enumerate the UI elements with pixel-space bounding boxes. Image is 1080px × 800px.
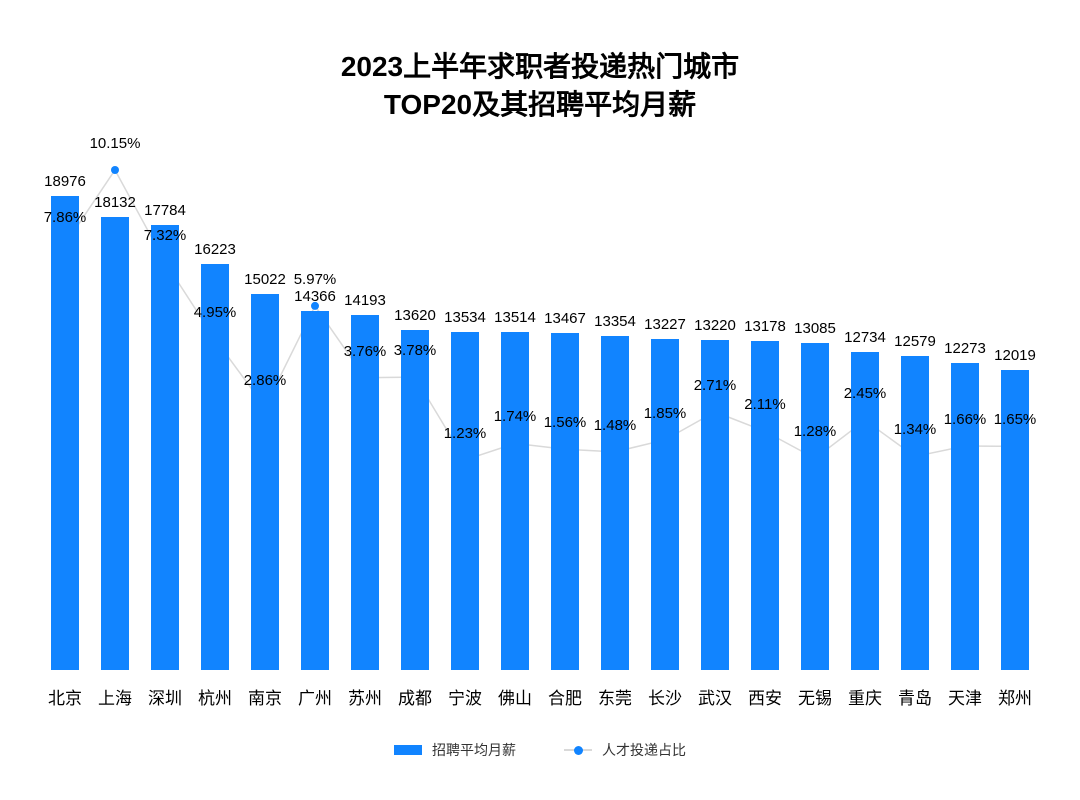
bar-value-label: 18132 xyxy=(87,194,143,211)
bar-column: 14366广州5.97% xyxy=(301,170,329,670)
chart-title: 2023上半年求职者投递热门城市 TOP20及其招聘平均月薪 xyxy=(0,0,1080,124)
bar-value-label: 17784 xyxy=(137,202,193,219)
bar-column: 13354东莞1.48% xyxy=(601,170,629,670)
bar-value-label: 13178 xyxy=(737,318,793,335)
bar-column: 16223杭州4.95% xyxy=(201,170,229,670)
bar-value-label: 13534 xyxy=(437,309,493,326)
x-axis-label: 郑州 xyxy=(984,684,1046,709)
bar-column: 12019郑州1.65% xyxy=(1001,170,1029,670)
line-value-label: 1.65% xyxy=(981,411,1048,428)
line-value-label: 7.86% xyxy=(31,209,98,226)
legend-line-label: 人才投递占比 xyxy=(602,740,686,760)
bar-column: 13085无锡1.28% xyxy=(801,170,829,670)
bar-value-label: 13354 xyxy=(587,313,643,330)
bar xyxy=(801,343,829,670)
bar-value-label: 13085 xyxy=(787,320,843,337)
bar xyxy=(301,311,329,670)
bar-column: 12734重庆2.45% xyxy=(851,170,879,670)
bar-column: 17784深圳7.32% xyxy=(151,170,179,670)
bar-value-label: 12734 xyxy=(837,329,893,346)
bar-column: 13514佛山1.74% xyxy=(501,170,529,670)
bar-column: 12579青岛1.34% xyxy=(901,170,929,670)
bar-column: 12273天津1.66% xyxy=(951,170,979,670)
bar xyxy=(401,330,429,671)
bar-value-label: 13514 xyxy=(487,309,543,326)
legend-item-bar: 招聘平均月薪 xyxy=(394,740,516,760)
bar-value-label: 13220 xyxy=(687,317,743,334)
bar xyxy=(551,333,579,670)
bar-value-label: 12273 xyxy=(937,340,993,357)
bar-column: 13220武汉2.71% xyxy=(701,170,729,670)
bar-column: 18976北京7.86% xyxy=(51,170,79,670)
bar-value-label: 13227 xyxy=(637,316,693,333)
legend: 招聘平均月薪 人才投递占比 xyxy=(0,740,1080,760)
chart-title-line1: 2023上半年求职者投递热门城市 xyxy=(0,48,1080,86)
legend-bar-label: 招聘平均月薪 xyxy=(432,740,516,760)
chart-area: 18976北京7.86% 18132上海10.15% 17784深圳7.32% 162… xyxy=(40,170,1040,670)
line-value-label: 1.28% xyxy=(781,423,848,440)
bar-value-label: 12579 xyxy=(887,333,943,350)
bar-column: 14193苏州3.76% xyxy=(351,170,379,670)
bar xyxy=(451,332,479,670)
legend-item-line: 人才投递占比 xyxy=(564,740,686,760)
legend-line-swatch xyxy=(564,749,592,751)
bar-column: 18132上海10.15% xyxy=(101,170,129,670)
bar-column: 13178西安2.11% xyxy=(751,170,779,670)
bar-value-label: 18976 xyxy=(37,173,93,190)
bar xyxy=(101,217,129,670)
line-value-label: 2.71% xyxy=(681,377,748,394)
legend-dot-icon xyxy=(574,746,583,755)
bar-column: 13620成都3.78% xyxy=(401,170,429,670)
bar xyxy=(951,363,979,670)
bar xyxy=(251,294,279,670)
bar xyxy=(601,336,629,670)
bar xyxy=(351,315,379,670)
line-value-label: 5.97% xyxy=(281,271,348,288)
line-value-label: 10.15% xyxy=(81,135,148,152)
bar-value-label: 14366 xyxy=(287,288,343,305)
line-value-label: 2.11% xyxy=(731,396,798,413)
plot-area: 18976北京7.86% 18132上海10.15% 17784深圳7.32% 162… xyxy=(40,170,1040,670)
line-value-label: 2.86% xyxy=(231,372,298,389)
line-value-label: 3.78% xyxy=(381,342,448,359)
bar-value-label: 13467 xyxy=(537,310,593,327)
bar xyxy=(201,264,229,670)
bar xyxy=(751,341,779,670)
bar-column: 13227长沙1.85% xyxy=(651,170,679,670)
line-value-label: 1.85% xyxy=(631,405,698,422)
legend-bar-swatch xyxy=(394,745,422,755)
bar-value-label: 16223 xyxy=(187,241,243,258)
bar xyxy=(151,225,179,670)
line-value-label: 2.45% xyxy=(831,385,898,402)
bar xyxy=(51,196,79,670)
bar xyxy=(501,332,529,670)
bar-column: 13534宁波1.23% xyxy=(451,170,479,670)
bar-value-label: 14193 xyxy=(337,292,393,309)
bar-value-label: 13620 xyxy=(387,307,443,324)
bar xyxy=(651,339,679,670)
line-value-label: 4.95% xyxy=(181,304,248,321)
bar xyxy=(901,356,929,670)
bar-column: 15022南京2.86% xyxy=(251,170,279,670)
chart-title-line2: TOP20及其招聘平均月薪 xyxy=(0,86,1080,124)
line-value-label: 1.23% xyxy=(431,425,498,442)
bar-column: 13467合肥1.56% xyxy=(551,170,579,670)
bar-value-label: 12019 xyxy=(987,347,1043,364)
